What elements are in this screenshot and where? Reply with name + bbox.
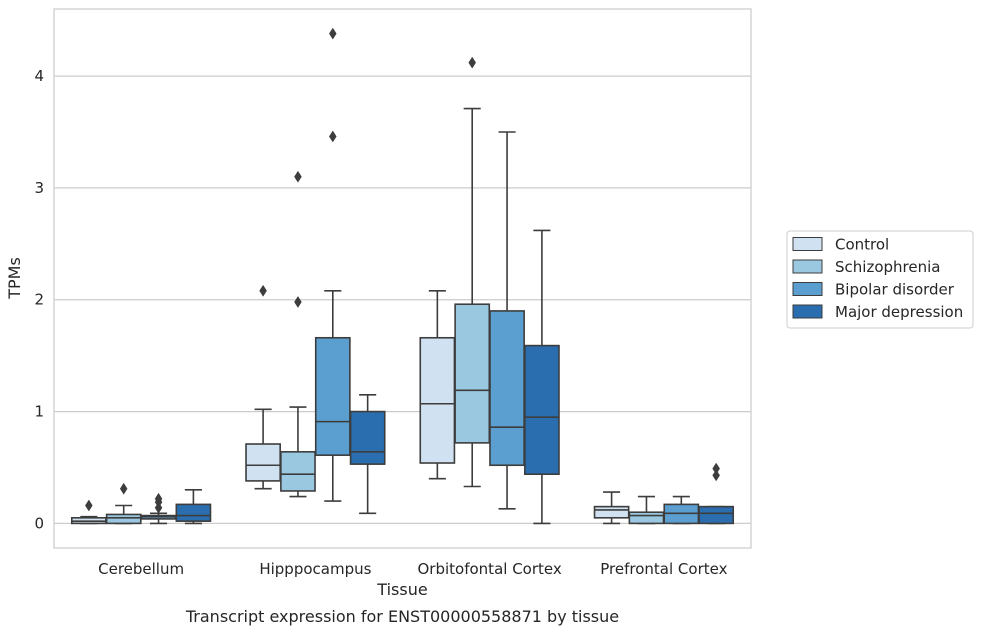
box-iqr	[175, 503, 212, 522]
y-tick-label: 3	[34, 179, 44, 197]
y-tick-label: 0	[34, 514, 44, 532]
box-iqr	[349, 410, 386, 465]
box-iqr	[524, 344, 560, 475]
box-group	[349, 393, 386, 515]
box-group	[454, 56, 491, 488]
boxes	[70, 27, 735, 525]
y-tick-label: 2	[34, 291, 44, 309]
box-group	[524, 229, 560, 525]
outlier-point	[329, 27, 337, 40]
x-axis-label: Tissue	[376, 580, 427, 599]
legend-swatch	[792, 237, 823, 251]
outlier-point	[85, 499, 93, 512]
outlier-point	[294, 170, 302, 183]
legend-label: Control	[835, 236, 889, 254]
box-iqr	[628, 511, 665, 525]
box-group	[314, 27, 351, 502]
plot-frame	[53, 8, 752, 549]
legend-swatch	[792, 282, 823, 296]
box-iqr	[105, 513, 142, 525]
box-group	[419, 290, 456, 480]
legend-label: Schizophrenia	[835, 258, 940, 276]
outlier-point	[712, 462, 720, 475]
y-tick-labels: 0 1 2 3 4	[34, 67, 44, 532]
outlier-point	[154, 492, 163, 505]
legend-label: Bipolar disorder	[835, 281, 955, 299]
box-group	[105, 482, 142, 525]
box-iqr	[454, 303, 491, 444]
x-tick-labels: Cerebellum Hipppocampus Orbitofontal Corte…	[98, 560, 727, 578]
outlier-point	[712, 469, 720, 482]
outlier-point	[468, 56, 476, 69]
x-tick-label: Cerebellum	[98, 560, 184, 578]
box-iqr	[314, 336, 351, 456]
box-group	[663, 495, 700, 525]
legend-swatch	[792, 304, 823, 319]
x-tick-label: Prefrontal Cortex	[600, 560, 727, 578]
figure-caption: Transcript expression for ENST0000055887…	[185, 607, 619, 626]
y-axis-label: TPMs	[5, 257, 24, 300]
box-group	[698, 462, 735, 525]
box-iqr	[280, 451, 316, 492]
outlier-point	[329, 130, 337, 143]
box-iqr	[489, 310, 525, 467]
x-tick-label: Hipppocampus	[259, 560, 371, 578]
box-iqr	[245, 443, 281, 482]
outlier-point	[294, 296, 302, 308]
outlier-point	[119, 482, 128, 495]
legend-frame	[786, 230, 974, 329]
legend-label: Major depression	[835, 303, 963, 321]
y-tick-label: 1	[34, 403, 44, 421]
box-group	[175, 489, 212, 525]
legend: Control Schizophrenia Bipolar disorder Majo…	[786, 230, 974, 329]
box-group	[280, 170, 316, 498]
outlier-point	[259, 284, 267, 297]
box-iqr	[419, 336, 456, 464]
box-iqr	[698, 505, 735, 525]
box-group	[628, 495, 665, 525]
legend-swatch	[792, 259, 823, 274]
x-tick-label: Orbitofontal Cortex	[418, 560, 562, 578]
box-group	[245, 284, 281, 490]
plot-background	[54, 9, 751, 548]
box-iqr	[593, 505, 630, 519]
y-tick-label: 4	[34, 67, 44, 85]
